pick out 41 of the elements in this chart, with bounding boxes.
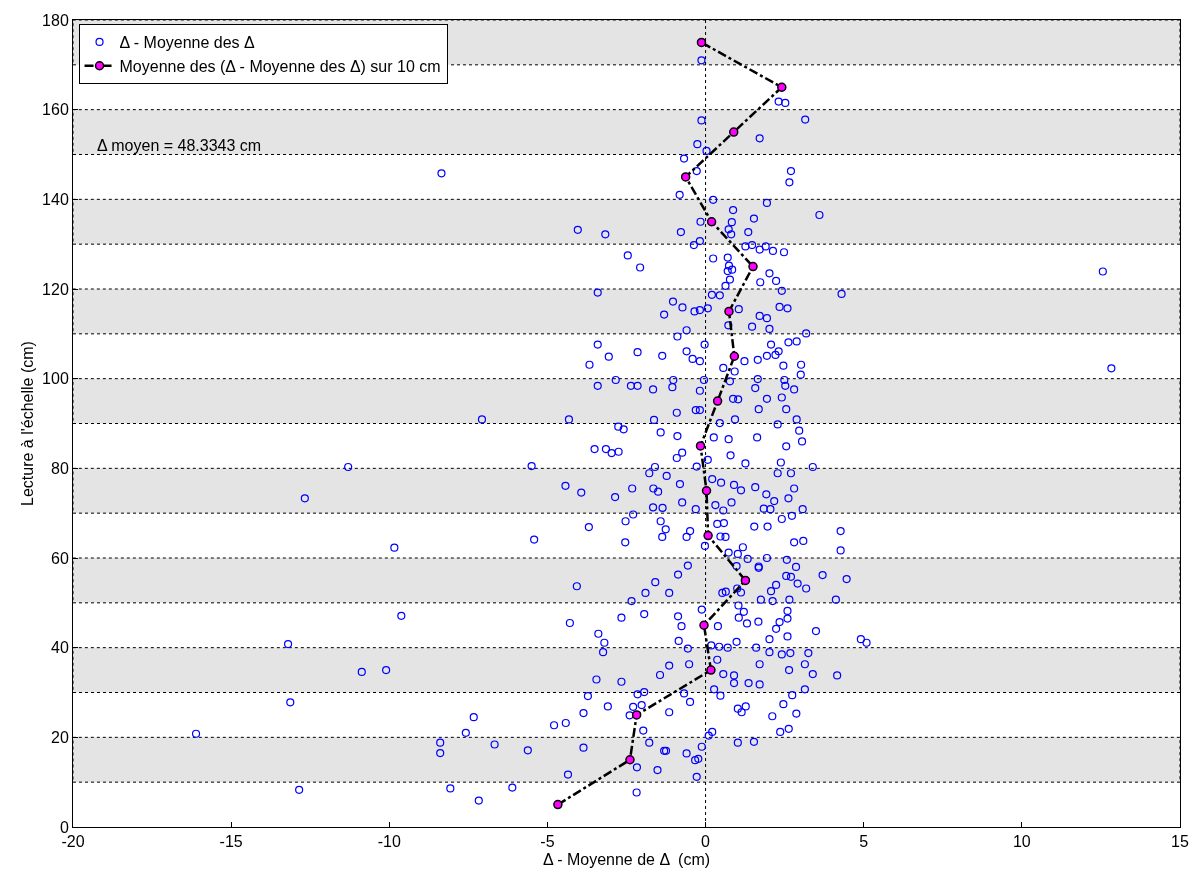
point bbox=[625, 755, 635, 765]
point bbox=[696, 37, 707, 48]
x-axis-title: Δ - Moyenne de Δ (cm) bbox=[542, 850, 711, 868]
point bbox=[695, 441, 706, 451]
point bbox=[724, 306, 734, 317]
point bbox=[740, 575, 751, 586]
x-tick-label: -15 bbox=[219, 833, 243, 851]
x-tick-label: -5 bbox=[540, 833, 555, 851]
point bbox=[706, 665, 716, 675]
y-tick-label: 80 bbox=[51, 459, 69, 477]
x-tick-label: 5 bbox=[859, 833, 869, 851]
point bbox=[680, 172, 691, 182]
x-tick-label: 10 bbox=[1012, 833, 1031, 851]
y-tick-label: 160 bbox=[42, 101, 69, 119]
y-axis-title: Lecture à l'échelle (cm) bbox=[19, 341, 36, 506]
x-tick-label: 0 bbox=[701, 833, 711, 851]
point bbox=[701, 486, 712, 496]
x-tick-label: -10 bbox=[377, 833, 401, 851]
point bbox=[699, 620, 709, 630]
y-tick-label: 120 bbox=[42, 280, 69, 298]
point bbox=[777, 82, 787, 92]
point bbox=[728, 127, 739, 137]
y-tick-label: 100 bbox=[42, 370, 69, 388]
point bbox=[712, 396, 723, 406]
y-tick-label: 60 bbox=[51, 549, 69, 567]
legend-label: Δ - Moyenne des Δ bbox=[119, 34, 256, 52]
point bbox=[631, 710, 642, 720]
y-tick-label: 20 bbox=[51, 728, 69, 746]
point bbox=[729, 351, 740, 361]
point bbox=[703, 530, 713, 541]
y-tick-label: 40 bbox=[51, 639, 69, 657]
y-tick-label: 140 bbox=[42, 190, 69, 208]
point bbox=[748, 261, 758, 272]
y-tick-label: 0 bbox=[59, 818, 69, 836]
y-tick-label: 180 bbox=[42, 11, 69, 29]
annotation: Δ moyen = 48.3343 cm bbox=[97, 137, 262, 154]
x-tick-label: -20 bbox=[61, 833, 85, 851]
point bbox=[553, 799, 563, 810]
x-tick-label: 15 bbox=[1171, 833, 1189, 851]
point bbox=[706, 217, 717, 227]
legend-label: Moyenne des (Δ - Moyenne des Δ) sur 10 cm bbox=[119, 57, 441, 75]
